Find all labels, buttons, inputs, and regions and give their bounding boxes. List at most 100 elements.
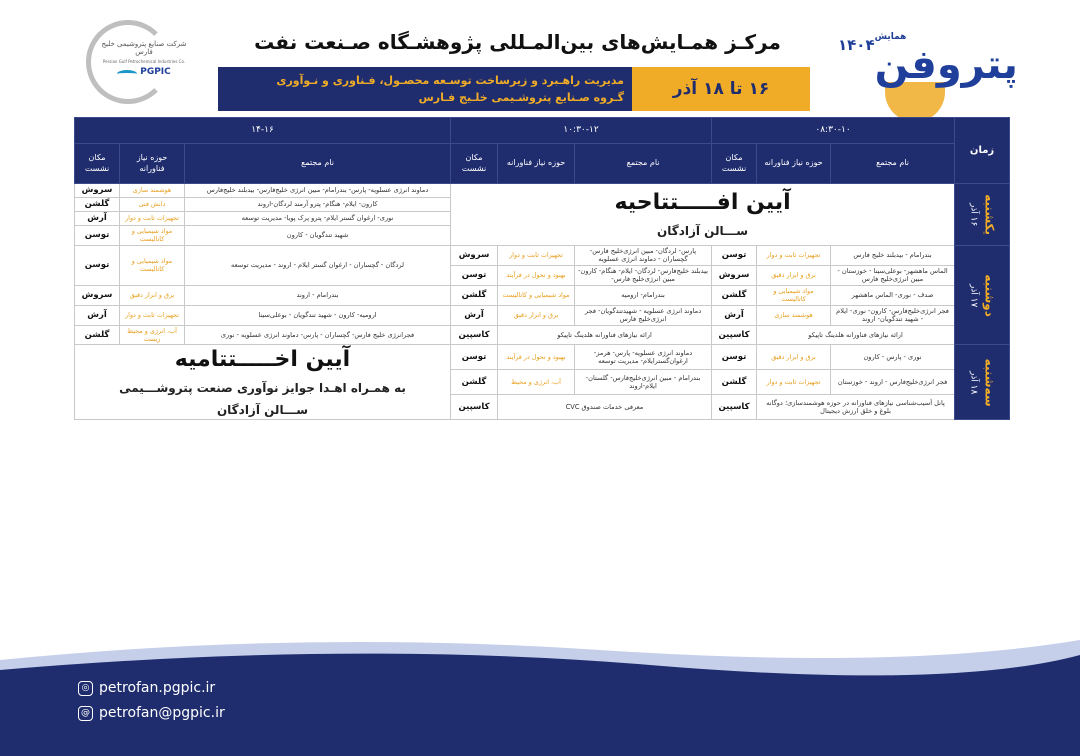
session-companies: ارائه نیازهای فناورانه هلدینگ تاپیکو — [756, 324, 956, 346]
opening-ceremony-cell: آیین افـــــتتاحیه ســـالن آزادگان — [450, 183, 956, 246]
session-companies: دماوند انرژی عسلویه- پارس- بندرامام- مبی… — [184, 182, 452, 199]
table-row: فجر انرژی‌خلیج‌فارس- کارون- نوری- ایلام … — [73, 304, 1010, 326]
table-row: شهید تندگویان - کارون مواد شیمیایی و کاتا… — [73, 225, 1010, 246]
session-companies: فجر انرژی‌خلیج‌فارس- کارون- نوری- ایلام … — [830, 304, 956, 326]
session-companies: پارس- لردگان- مبین انرژی‌خلیج فارس- گچسا… — [574, 244, 713, 266]
session-companies: صدف - نوری- الماس ماهشهر — [830, 285, 956, 306]
session-tech-area: تجهیزات ثابت و دوار — [497, 244, 576, 266]
day-date: ۱۷ آذر — [969, 283, 980, 307]
session-location: توسن — [450, 344, 499, 371]
session-location: آرش — [73, 211, 121, 227]
footer-wave — [0, 640, 1080, 756]
day-cell: سه‌شنبه ۱۸ آذر — [954, 344, 1011, 421]
session-tech-area: آب، انرژی و محیط — [497, 369, 576, 396]
header-band: ۱۶ تا ۱۸ آذر مدیریت راهـبرد و زیرساخت تو… — [218, 67, 810, 111]
session-companies: دماوند انرژی عسلویه - شهیدتندگویان- فجر … — [574, 304, 713, 326]
session-location: کاسپین — [450, 394, 499, 421]
day-label: یکشنبه ۱۶ آذر — [967, 187, 997, 241]
table-row: صدف - نوری- الماس ماهشهر مواد شیمیایی و ک… — [73, 285, 1010, 306]
brand-name: پتروفن — [874, 42, 1018, 89]
slot-header: ۰۸:۳۰-۱۰ — [711, 117, 956, 144]
session-location: سروش — [73, 182, 121, 199]
schedule-table: زمان ۰۸:۳۰-۱۰ ۱۰:۳۰-۱۲ ۱۴-۱۶ نام مجتمع حو… — [73, 117, 1011, 421]
day-label: سه‌شنبه ۱۸ آذر — [967, 355, 997, 409]
session-tech-area: بهبود و تحول در فرآیند — [497, 264, 576, 287]
session-companies: پانل آسیب‌شناسی نیازهای فناورانه در حوزه… — [756, 394, 956, 421]
table-row: سه‌شنبه ۱۸ آذر نوری - پارس - کارون برق و اب… — [73, 344, 1011, 421]
session-location: آرش — [73, 304, 121, 326]
session-location: سروش — [711, 264, 758, 287]
session-tech-area: برق و ابزار دقیق — [497, 304, 576, 326]
day-label: دوشنبه ۱۷ آذر — [967, 268, 997, 322]
page-title: مرکـز همـایش‌های بین‌المـللی پژوهشـگاه ص… — [254, 30, 781, 54]
col-header-name: نام مجتمع — [830, 143, 956, 184]
date-range: ۱۶ تا ۱۸ آذر — [632, 67, 810, 111]
session-location: کاسپین — [711, 324, 758, 346]
website-text: petrofan.pgpic.ir — [99, 680, 216, 696]
col-header-name: نام مجتمع — [184, 143, 452, 184]
logo-abbr: PGPIC — [140, 66, 171, 77]
col-header-location: مکان نشست — [711, 143, 758, 184]
closing-ceremony-cell: آیین اخـــــتتامیه به همـراه اهـدا جوایز … — [73, 344, 452, 421]
day-name: یکشنبه — [982, 194, 997, 235]
session-companies: بیدبلند خلیج‌فارس- لردگان- ایلام- هنگام-… — [574, 264, 713, 287]
website-link[interactable]: ◎ petrofan.pgpic.ir — [78, 680, 225, 696]
email-link[interactable]: @ petrofan@pgpic.ir — [78, 705, 225, 721]
ceremony-subtitle: به همـراه اهـدا جوایز نوآوری صنعت پتروشـ… — [119, 381, 406, 396]
subtitle-1: مدیریت راهـبرد و زیرساخت توسـعه محصـول، … — [276, 73, 624, 87]
day-name: سه‌شنبه — [982, 358, 997, 407]
col-header-name: نام مجتمع — [574, 143, 713, 184]
session-tech-area: تجهیزات ثابت و دوار — [756, 244, 832, 266]
ceremony-hall: ســـالن آزادگان — [216, 402, 309, 417]
wave-icon — [117, 69, 138, 78]
session-companies: بندرامام - مبین انرژی‌خلیج‌فارس- گلستان-… — [574, 369, 713, 396]
session-companies: فجر انرژی‌خلیج‌فارس - اروند - خوزستان — [830, 369, 956, 396]
session-tech-area: تجهیزات ثابت و دوار — [756, 369, 832, 396]
session-tech-area: مواد شیمیایی و کاتالیست — [119, 244, 186, 287]
slot-header: ۱۴-۱۶ — [73, 117, 452, 144]
ceremony-hall: ســـالن آزادگان — [656, 223, 749, 238]
session-location: توسن — [73, 244, 121, 287]
session-location: گلشن — [450, 285, 499, 306]
table-row: فجر انرژی‌خلیج‌فارس - اروند - خوزستان تجه… — [75, 369, 1010, 396]
col-header-area: حوزه نیاز فناورانه — [756, 143, 832, 184]
event-brand-logo: ۱۴۰۴ همایش پتروفن — [838, 8, 1018, 122]
session-tech-area: دانش فنی — [119, 197, 186, 213]
session-location: توسن — [450, 264, 499, 287]
session-companies: نوری - پارس - کارون — [830, 344, 956, 371]
day-cell: یکشنبه ۱۶ آذر — [954, 183, 1011, 246]
session-companies: معرفی خدمات صندوق CVC — [497, 394, 713, 421]
subtitle-2: گـروه صـنایع پتروشـیمی خلـیج فـارس — [418, 91, 624, 104]
session-tech-area: برق و ابزار دقیق — [756, 344, 832, 371]
session-tech-area: تجهیزات ثابت و دوار — [119, 304, 186, 326]
ceremony-title: آیین اخـــــتتامیه — [174, 347, 351, 373]
session-companies: لردگان - گچساران - ارغوان گستر ایلام - ا… — [184, 244, 452, 287]
col-header-location: مکان نشست — [73, 143, 121, 184]
col-header-area: حوزه نیاز فناورانه — [497, 143, 576, 184]
session-location: کاسپین — [450, 324, 499, 346]
session-tech-area: بهبود و تحول در فرآیند — [497, 344, 576, 371]
session-companies: ارومیه- کارون - شهید تندگویان - بوعلی‌سی… — [184, 304, 452, 326]
session-location: آرش — [711, 304, 758, 326]
session-tech-area: مواد شیمیایی و کاتالیست — [119, 225, 186, 246]
table-row: پانل آسیب‌شناسی نیازهای فناورانه در حوزه… — [75, 394, 1010, 421]
session-location: توسن — [73, 225, 121, 246]
session-tech-area: هوشمند سازی — [756, 304, 832, 326]
time-header: زمان — [954, 117, 1011, 184]
ceremony-title: آیین افـــــتتاحیه — [614, 190, 791, 216]
session-companies: کارون- ایلام- هنگام- پترو آرمند لردگان-ا… — [184, 197, 452, 213]
day-date: ۱۶ آذر — [969, 202, 980, 227]
day-cell: دوشنبه ۱۷ آذر — [954, 244, 1011, 346]
session-companies: بندرامام - بیدبلند خلیج فارس — [830, 244, 956, 266]
session-tech-area: برق و ابزار دقیق — [119, 285, 186, 306]
session-companies: ارائه نیازهای فناورانه هلدینگ تاپیکو — [497, 324, 713, 346]
session-companies: بندرامام - اروند — [184, 285, 452, 306]
session-location: توسن — [711, 244, 758, 266]
logo-text-fa: شرکت صنایع پتروشیمی خلیج فارس — [101, 40, 187, 57]
session-location: گلشن — [73, 324, 121, 346]
session-companies: دماوند انرژی عسلویه- پارس- هرمز- ارغوان‌… — [574, 344, 713, 371]
session-location: کاسپین — [711, 394, 758, 421]
session-tech-area: آب، انرژی و محیط زیست — [119, 324, 186, 346]
table-row: نوری- ارغوان گستر ایلام- پترو پرک پویا- … — [73, 211, 1010, 227]
table-row: دوشنبه ۱۷ آذر بندرامام - بیدبلند خلیج فارس… — [73, 244, 1011, 346]
